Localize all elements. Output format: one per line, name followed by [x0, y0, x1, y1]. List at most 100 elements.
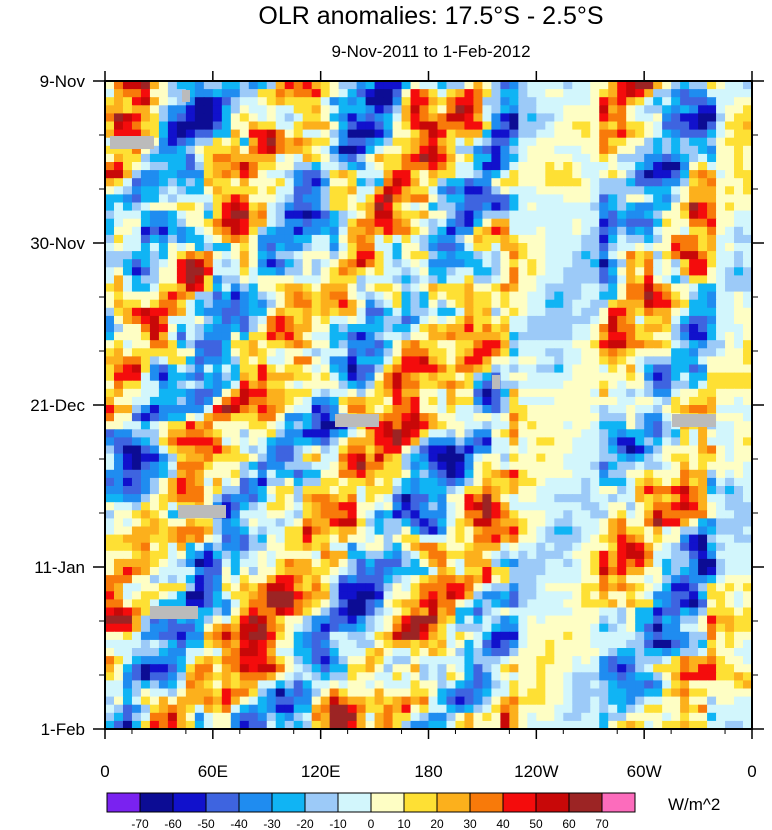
- heatmap-cell: [248, 332, 259, 341]
- heatmap-cell: [410, 218, 421, 228]
- heatmap-cell: [518, 218, 528, 228]
- heatmap-cell: [500, 162, 510, 171]
- heatmap-cell: [635, 615, 645, 625]
- heatmap-cell: [347, 259, 358, 268]
- heatmap-cell: [689, 324, 699, 333]
- heatmap-cell: [428, 186, 439, 195]
- heatmap-cell: [590, 477, 600, 487]
- heatmap-cell: [572, 623, 582, 633]
- heatmap-cell: [743, 550, 752, 560]
- heatmap-cell: [374, 178, 385, 187]
- heatmap-cell: [284, 372, 295, 382]
- heatmap-cell: [374, 396, 385, 406]
- heatmap-cell: [257, 453, 268, 463]
- heatmap-cell: [572, 315, 582, 325]
- heatmap-cell: [329, 421, 340, 430]
- heatmap-cell: [239, 324, 250, 333]
- heatmap-cell: [176, 542, 187, 552]
- heatmap-cell: [311, 510, 322, 519]
- heatmap-cell: [105, 445, 115, 455]
- heatmap-cell: [149, 275, 160, 285]
- heatmap-cell: [230, 631, 241, 641]
- heatmap-cell: [185, 202, 196, 212]
- heatmap-cell: [167, 178, 178, 187]
- heatmap-cell: [338, 429, 349, 438]
- heatmap-cell: [554, 413, 564, 422]
- heatmap-cell: [293, 81, 304, 90]
- heatmap-cell: [248, 477, 259, 487]
- heatmap-cell: [617, 226, 627, 236]
- heatmap-cell: [248, 639, 259, 649]
- heatmap-cell: [545, 113, 555, 123]
- heatmap-cell: [158, 356, 169, 366]
- heatmap-cell: [491, 453, 501, 463]
- heatmap-cell: [149, 372, 160, 382]
- heatmap-cell: [248, 340, 259, 349]
- heatmap-cell: [266, 283, 277, 293]
- heatmap-cell: [158, 121, 169, 131]
- heatmap-cell: [455, 324, 466, 333]
- heatmap-cell: [455, 623, 466, 633]
- heatmap-cell: [482, 234, 493, 244]
- heatmap-cell: [203, 526, 214, 536]
- heatmap-cell: [518, 461, 528, 471]
- heatmap-cell: [230, 210, 241, 220]
- heatmap-cell: [527, 89, 537, 98]
- heatmap-cell: [428, 356, 439, 366]
- heatmap-cell: [248, 275, 259, 285]
- heatmap-cell: [257, 461, 268, 471]
- heatmap-cell: [464, 332, 475, 341]
- heatmap-cell: [221, 121, 232, 131]
- heatmap-cell: [194, 315, 205, 325]
- heatmap-cell: [140, 234, 151, 244]
- heatmap-cell: [122, 259, 133, 268]
- heatmap-cell: [716, 469, 726, 479]
- heatmap-cell: [581, 226, 591, 236]
- heatmap-cell: [293, 599, 304, 609]
- heatmap-cell: [464, 162, 475, 171]
- heatmap-cell: [491, 315, 501, 325]
- heatmap-cell: [149, 380, 160, 390]
- heatmap-cell: [275, 170, 286, 179]
- heatmap-cell: [221, 170, 232, 179]
- heatmap-cell: [446, 153, 457, 163]
- heatmap-cell: [392, 162, 403, 171]
- heatmap-cell: [275, 575, 286, 584]
- heatmap-cell: [527, 599, 537, 609]
- heatmap-cell: [275, 396, 286, 406]
- heatmap-cell: [734, 332, 744, 341]
- heatmap-cell: [131, 607, 142, 617]
- heatmap-cell: [518, 486, 528, 495]
- heatmap-cell: [419, 445, 430, 455]
- heatmap-cell: [635, 234, 645, 244]
- heatmap-cell: [176, 623, 187, 633]
- heatmap-cell: [563, 356, 573, 366]
- heatmap-cell: [653, 421, 663, 430]
- heatmap-cell: [518, 534, 528, 544]
- heatmap-cell: [275, 315, 286, 325]
- heatmap-cell: [626, 137, 636, 147]
- heatmap-cell: [140, 599, 151, 609]
- heatmap-cell: [455, 283, 466, 293]
- heatmap-cell: [212, 97, 223, 106]
- heatmap-cell: [122, 226, 133, 236]
- heatmap-cell: [545, 226, 555, 236]
- heatmap-cell: [374, 202, 385, 212]
- heatmap-cell: [185, 518, 196, 528]
- heatmap-cell: [464, 437, 475, 447]
- heatmap-cell: [464, 275, 475, 285]
- heatmap-cell: [527, 210, 537, 220]
- heatmap-cell: [320, 477, 331, 487]
- heatmap-cell: [113, 477, 124, 487]
- heatmap-cell: [185, 332, 196, 341]
- heatmap-cell: [131, 575, 142, 584]
- heatmap-cell: [410, 591, 421, 600]
- heatmap-cell: [518, 251, 528, 260]
- heatmap-cell: [149, 283, 160, 293]
- heatmap-cell: [221, 299, 232, 309]
- heatmap-cell: [401, 607, 412, 617]
- heatmap-cell: [284, 639, 295, 649]
- heatmap-cell: [662, 631, 672, 641]
- heatmap-cell: [698, 542, 708, 552]
- heatmap-cell: [491, 631, 501, 641]
